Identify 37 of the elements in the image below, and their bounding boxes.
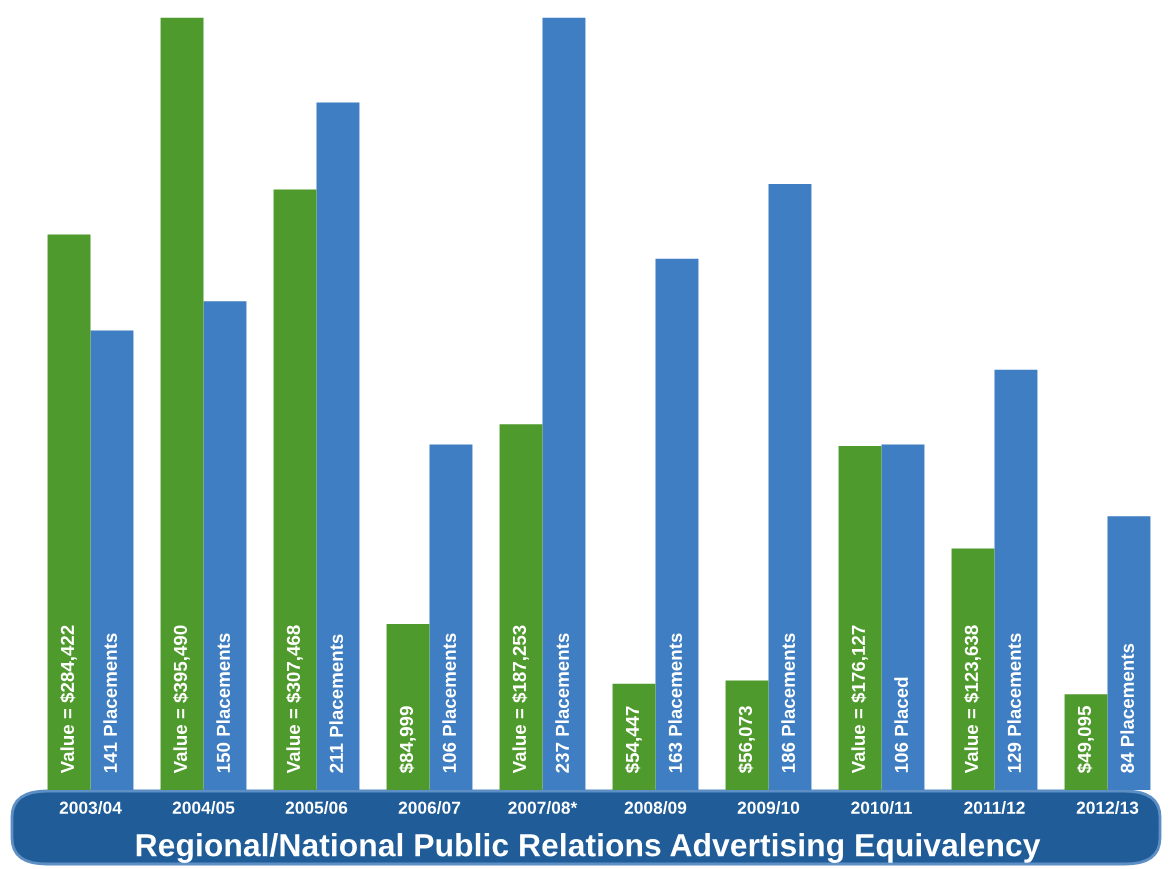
x-tick-label: 2009/10 — [737, 801, 800, 815]
data-label: Value = $123,638 — [963, 625, 981, 774]
data-label: 129 Placements — [1007, 633, 1021, 773]
data-label: $54,447 — [624, 706, 642, 774]
data-label: 237 Placements — [555, 633, 570, 773]
bar — [429, 444, 473, 790]
data-label: Value = $395,490 — [172, 625, 190, 774]
x-tick-label: 2008/09 — [624, 801, 687, 815]
data-label: Value = $284,422 — [59, 625, 77, 774]
x-tick-label: 2011/12 — [964, 801, 1025, 815]
data-label: 163 Placements — [668, 633, 683, 773]
bar — [1107, 516, 1151, 790]
data-label: 84 Placements — [1120, 643, 1134, 773]
data-label: $49,095 — [1076, 706, 1094, 774]
bar — [542, 17, 586, 790]
data-label: 211 Placements — [329, 634, 343, 773]
x-tick-label: 2006/07 — [398, 801, 461, 815]
data-label: $84,999 — [398, 706, 416, 774]
data-label: $56,073 — [737, 706, 755, 774]
x-tick-label: 2005/06 — [285, 801, 348, 815]
data-label: Value = $307,468 — [285, 625, 303, 774]
data-label: 106 Placed — [894, 677, 908, 773]
x-tick-label: 2007/08* — [508, 801, 578, 815]
data-label: 141 Placements — [103, 633, 117, 773]
data-label: Value = $176,127 — [850, 625, 868, 774]
data-label: 106 Placements — [442, 633, 456, 773]
x-tick-label: 2010/11 — [851, 801, 912, 815]
data-label: 186 Placements — [781, 633, 795, 773]
bar — [725, 680, 769, 790]
text: Regional/National Public Relations Advertising Equivalency — [136, 833, 1041, 863]
data-label: 150 Placements — [216, 633, 230, 773]
x-tick-label: 2003/04 — [59, 801, 122, 815]
bar — [655, 258, 699, 790]
data-label: Value = $187,253 — [511, 625, 529, 774]
x-tick-label: 2004/05 — [172, 801, 235, 815]
bar — [768, 183, 812, 790]
x-tick-label: 2012/13 — [1076, 801, 1139, 815]
